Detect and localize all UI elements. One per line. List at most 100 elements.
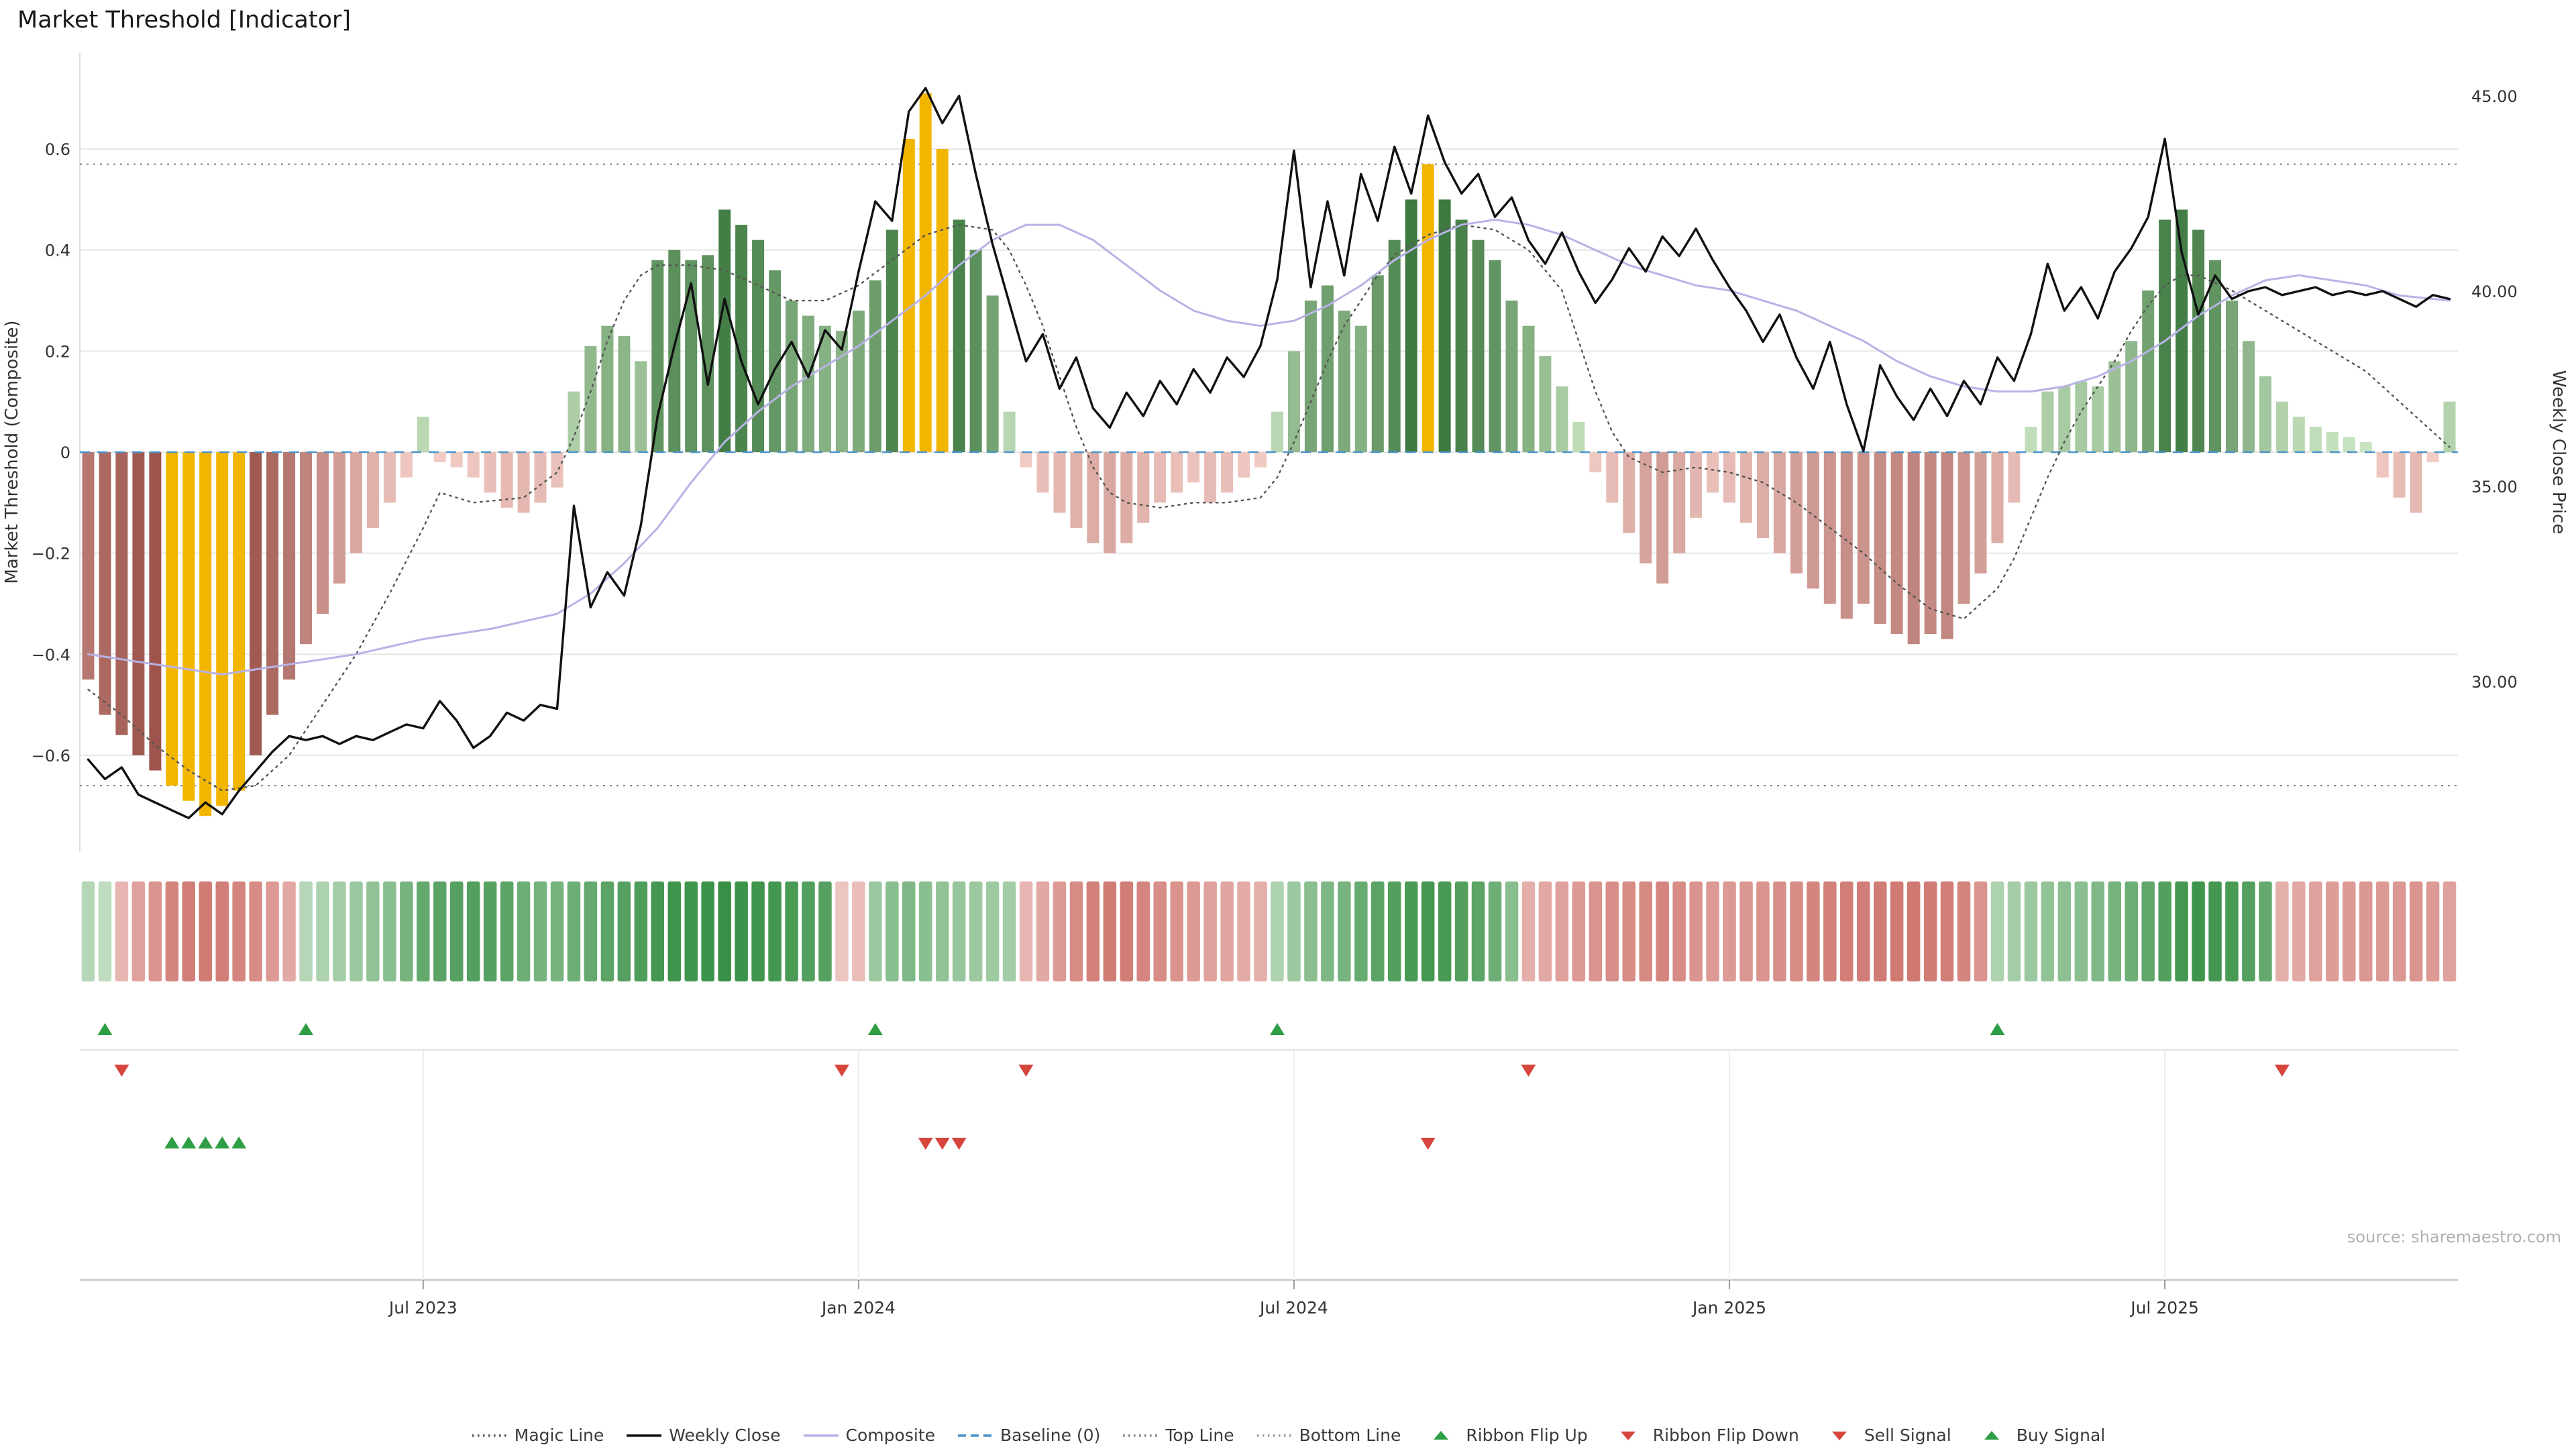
ribbon-cell <box>1454 881 1468 981</box>
threshold-bar <box>2410 452 2422 513</box>
ribbon-cell <box>1287 881 1301 981</box>
threshold-bar <box>99 452 111 715</box>
ribbon-flip-down-marker <box>114 1065 129 1077</box>
threshold-bar <box>1405 199 1417 452</box>
sell-signal-marker <box>918 1138 933 1150</box>
ribbon-cell <box>852 881 865 981</box>
ribbon-cell <box>2309 881 2322 981</box>
ribbon-cell <box>1187 881 1200 981</box>
ribbon-cell <box>751 881 765 981</box>
ribbon-cell <box>533 881 547 981</box>
threshold-bar <box>551 452 564 488</box>
threshold-bar <box>1087 452 1099 543</box>
right-axis-title: Weekly Close Price <box>2548 370 2569 535</box>
threshold-bar <box>2209 260 2221 452</box>
ribbon-cell <box>651 881 664 981</box>
threshold-bar <box>2393 452 2406 498</box>
ribbon-cell <box>1773 881 1786 981</box>
threshold-bar <box>2326 431 2339 452</box>
ribbon-cell <box>1521 881 1536 981</box>
ribbon-cell <box>885 881 899 981</box>
ribbon-cell <box>2426 881 2440 981</box>
sell-signal-marker <box>934 1138 950 1150</box>
threshold-bar <box>1757 452 1769 538</box>
legend-label: Ribbon Flip Down <box>1652 1426 1799 1445</box>
ribbon-cell <box>1990 881 2004 981</box>
legend-item-bottom-line: Bottom Line <box>1256 1426 1401 1445</box>
ribbon-cell <box>2359 881 2373 981</box>
ribbon-flip-down-marker <box>1018 1065 1034 1077</box>
threshold-bars <box>82 93 2456 816</box>
threshold-bar <box>1221 452 1234 493</box>
ribbon-cell <box>1120 881 1134 981</box>
threshold-bar <box>1723 452 1735 503</box>
threshold-bar <box>333 452 345 584</box>
ribbon-cell <box>1739 881 1753 981</box>
ribbon-cell <box>1405 881 1418 981</box>
ribbon-cell <box>266 881 279 981</box>
threshold-bar <box>1354 325 1367 452</box>
threshold-bar <box>1589 452 1602 473</box>
ribbon-cell <box>667 881 681 981</box>
threshold-bar <box>132 452 145 755</box>
ribbon-cell <box>1371 881 1385 981</box>
ribbon-cell <box>2141 881 2155 981</box>
threshold-bar <box>1036 452 1049 493</box>
legend-line-swatch-dashed <box>957 1434 993 1437</box>
threshold-bar <box>1807 452 1819 589</box>
ribbon-cell <box>718 881 731 981</box>
ribbon-cell <box>1656 881 1669 981</box>
ribbon-cell <box>2292 881 2306 981</box>
threshold-bar <box>1003 411 1016 452</box>
threshold-bar <box>266 452 279 715</box>
legend-item-sell-signal: Sell Signal <box>1821 1426 1951 1445</box>
threshold-bar <box>818 325 831 452</box>
ribbon-cell <box>936 881 949 981</box>
ribbon-cell <box>617 881 631 981</box>
buy-signal-marker <box>181 1136 197 1148</box>
ribbon-cell <box>1438 881 1452 981</box>
ribbon-cell <box>1723 881 1736 981</box>
source-text: source: sharemaestro.com <box>2347 1228 2561 1246</box>
left-axis-tick-label: −0.4 <box>32 645 70 664</box>
threshold-bar <box>2159 219 2171 452</box>
legend-item-weekly-close: Weekly Close <box>625 1426 781 1445</box>
threshold-bar <box>115 452 128 735</box>
x-axis-tick-label: Jul 2023 <box>388 1298 458 1318</box>
right-axis-tick-label: 35.00 <box>2471 478 2518 496</box>
threshold-bar <box>216 452 229 806</box>
x-axis-tick-label: Jan 2025 <box>1691 1298 1766 1318</box>
threshold-bar <box>433 452 446 463</box>
ribbon-cell <box>1002 881 1016 981</box>
threshold-bar <box>233 452 246 791</box>
ribbon-cell <box>2024 881 2038 981</box>
legend-item-baseline-0: Baseline (0) <box>957 1426 1100 1445</box>
ribbon-cell <box>148 881 162 981</box>
ribbon-flip-up-marker <box>97 1023 113 1035</box>
ribbon-cell <box>1153 881 1167 981</box>
threshold-bar <box>2125 341 2138 452</box>
legend-line-swatch-dotted <box>1256 1434 1292 1437</box>
ribbon-cell <box>199 881 212 981</box>
threshold-bar <box>350 452 362 553</box>
ribbon-cell <box>802 881 815 981</box>
ribbon-cell <box>1069 881 1083 981</box>
ribbon-flip-down-marker <box>834 1065 849 1077</box>
ribbon-cell <box>2392 881 2406 981</box>
threshold-bar <box>702 255 714 452</box>
threshold-bar <box>969 250 982 452</box>
threshold-bar <box>1187 452 1200 483</box>
threshold-bar <box>1623 452 1635 533</box>
threshold-bar <box>568 391 580 452</box>
threshold-bar <box>1907 452 1920 645</box>
threshold-bar <box>618 335 631 452</box>
threshold-bar <box>1874 452 1886 625</box>
ribbon-cell <box>835 881 849 981</box>
threshold-bar <box>2025 427 2037 452</box>
buy-signal-marker <box>164 1136 180 1148</box>
threshold-bar <box>902 139 915 452</box>
threshold-bar <box>2108 361 2121 452</box>
left-axis-title: Market Threshold (Composite) <box>2 320 22 584</box>
signal-markers <box>97 1023 2290 1150</box>
threshold-bar <box>584 345 597 452</box>
